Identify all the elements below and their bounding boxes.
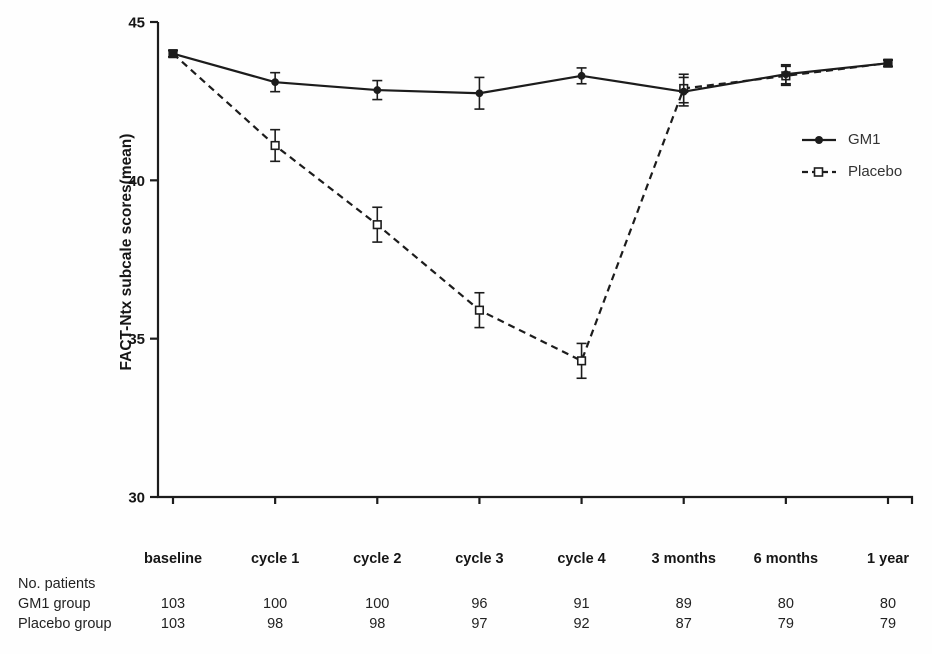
- patient-count-cell: 92: [573, 616, 590, 632]
- patient-count-cell: 103: [160, 596, 186, 612]
- patient-count-cell: 98: [369, 616, 386, 632]
- gm1-line-marker-icon: [802, 135, 836, 144]
- x-category-label: cycle 4: [557, 551, 606, 567]
- x-category-label: cycle 3: [455, 551, 504, 567]
- legend-item-gm1: GM1: [801, 131, 902, 148]
- placebo-line-marker-icon: [802, 166, 836, 177]
- data-point-marker: [271, 78, 280, 87]
- data-point-marker: [781, 70, 790, 79]
- x-category-label: 3 months: [651, 551, 716, 567]
- axis-line: [156, 22, 914, 504]
- patient-count-cell: 100: [365, 596, 390, 612]
- data-point-marker: [169, 49, 177, 58]
- patient-count-cell: 89: [675, 596, 692, 612]
- patient-count-cell: 80: [777, 596, 794, 612]
- data-point-marker: [474, 305, 485, 315]
- x-category-label: cycle 1: [250, 551, 300, 567]
- patient-count-cell: 98: [267, 616, 284, 632]
- row-label-placebo-group: Placebo group: [18, 616, 112, 632]
- y-tick-label: 35: [128, 331, 145, 348]
- data-point-marker: [884, 59, 892, 68]
- line-chart-canvas: 30 35 40 45: [128, 15, 914, 507]
- series-points-gm1: [168, 49, 893, 110]
- patient-count-cell: 79: [879, 616, 897, 632]
- axes: [150, 20, 914, 504]
- patient-count-cell: 91: [573, 596, 590, 612]
- x-category-label: baseline: [143, 551, 203, 567]
- series-line-placebo: [172, 52, 889, 363]
- data-point-marker: [270, 140, 280, 151]
- legend-label-placebo: Placebo: [848, 163, 903, 180]
- patient-count-cell: 87: [675, 616, 692, 632]
- legend-item-placebo: Placebo: [801, 163, 902, 180]
- y-tick-label: 30: [128, 490, 145, 507]
- data-point-marker: [372, 220, 382, 230]
- data-point-marker: [576, 356, 587, 366]
- legend-label-gm1: GM1: [848, 131, 881, 148]
- x-category-label: 1 year: [867, 551, 909, 567]
- data-point-marker: [679, 87, 688, 96]
- data-point-marker: [577, 71, 586, 80]
- row-label-gm1-group: GM1 group: [18, 596, 91, 612]
- patient-count-cell: 80: [879, 596, 897, 612]
- series-points-placebo: [168, 49, 893, 380]
- patient-count-cell: 100: [263, 596, 288, 612]
- patient-count-cell: 97: [471, 616, 488, 632]
- y-axis-title: FACT-Ntx subcale scores(mean): [118, 133, 135, 371]
- patient-count-cell: 79: [777, 616, 794, 632]
- data-point-marker: [373, 86, 382, 94]
- x-category-label: cycle 2: [353, 551, 402, 567]
- chart-legend: GM1 Placebo: [801, 131, 902, 180]
- data-point-marker: [475, 89, 484, 98]
- series-line-gm1: [172, 52, 889, 95]
- y-tick-label: 45: [128, 15, 145, 32]
- patients-section-label: No. patients: [18, 576, 96, 592]
- y-tick-label: 40: [128, 173, 145, 190]
- patient-count-cell: 103: [160, 616, 186, 632]
- patient-count-cell: 96: [471, 596, 488, 612]
- x-category-label: 6 months: [753, 551, 819, 567]
